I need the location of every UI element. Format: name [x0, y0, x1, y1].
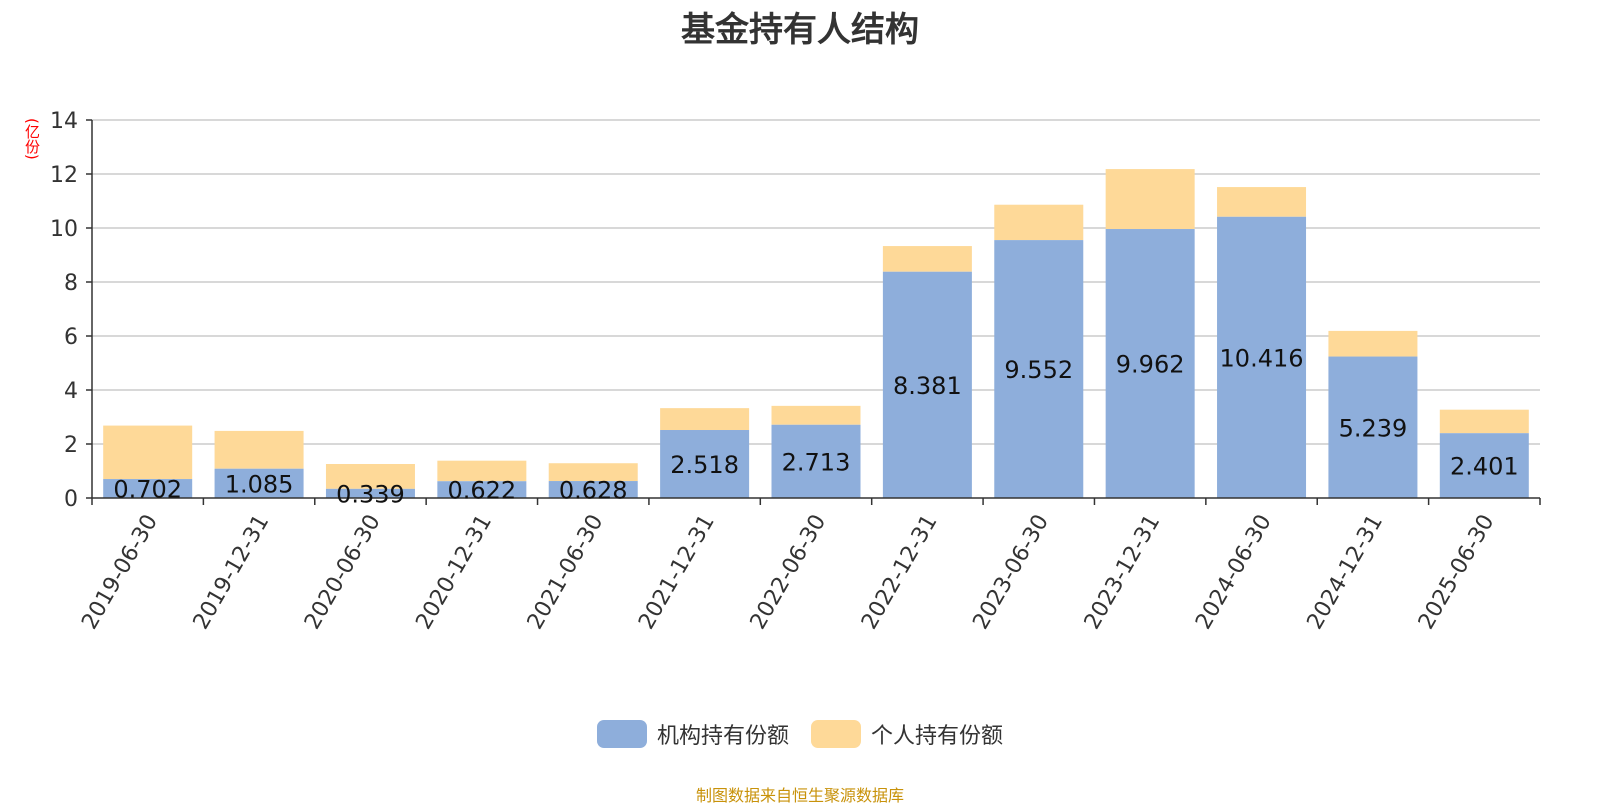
- data-label-institution: 9.962: [1116, 351, 1185, 379]
- bar-individual: [325, 464, 415, 489]
- x-tick-label: 2024-12-31: [1303, 511, 1389, 634]
- bar-institution: [1439, 433, 1529, 498]
- bar-individual: [994, 204, 1084, 241]
- bar-institution: [325, 488, 415, 498]
- y-tick-label: 6: [64, 325, 78, 350]
- y-tick-label: 10: [50, 217, 78, 242]
- legend-label-institution: 机构持有份额: [656, 724, 789, 749]
- y-tick-label: 2: [64, 433, 78, 458]
- grid-lines: [92, 119, 1540, 445]
- x-tick-label: 2020-06-30: [300, 511, 386, 634]
- data-label-institution: 5.239: [1339, 414, 1408, 442]
- bar-institution: [1105, 229, 1195, 498]
- bar-institution: [660, 430, 750, 498]
- data-label-institution: 2.401: [1450, 453, 1519, 481]
- data-label-institution: 1.085: [225, 470, 294, 498]
- data-label-institution: 0.339: [336, 480, 405, 508]
- legend-item-individual[interactable]: 个人持有份额: [811, 718, 1003, 750]
- y-tick-label: 8: [64, 271, 78, 296]
- bar-individual: [548, 463, 638, 482]
- x-tick-label: 2023-12-31: [1080, 511, 1166, 634]
- y-axis-unit-label: (亿份): [23, 118, 41, 160]
- legend-label-individual: 个人持有份额: [871, 724, 1004, 749]
- data-label-institution: 10.416: [1220, 344, 1304, 372]
- bar-individual: [103, 425, 193, 480]
- bar-individual: [1439, 409, 1529, 434]
- bar-institution: [103, 479, 193, 498]
- y-tick-label: 0: [64, 487, 78, 512]
- bar-individual: [771, 405, 861, 425]
- legend-item-institution[interactable]: 机构持有份额: [596, 718, 789, 750]
- bar-individual: [437, 460, 527, 482]
- bar-individual: [1105, 169, 1195, 230]
- bars: [103, 169, 1529, 498]
- x-tick-label: 2020-12-31: [411, 511, 497, 634]
- bar-institution: [1217, 216, 1307, 498]
- data-label-institution: 2.518: [670, 451, 739, 479]
- data-label-institution: 9.552: [1004, 356, 1073, 384]
- bar-institution: [214, 468, 304, 498]
- bar-individual: [1328, 330, 1418, 357]
- bar-institution: [1328, 356, 1418, 498]
- y-tick-label: 12: [50, 163, 78, 188]
- data-labels: 0.702 1.085 0.339 0.622 0.628 2.518 2.713 8.381…: [113, 344, 1518, 508]
- x-tick-label: 2019-12-31: [189, 511, 275, 634]
- legend-swatch-individual: [811, 720, 861, 748]
- bar-individual: [660, 408, 750, 431]
- y-tick-label: 4: [64, 379, 78, 404]
- source-note: 制图数据来自恒生聚源数据库: [695, 786, 904, 805]
- x-tick-label: 2024-06-30: [1191, 511, 1277, 634]
- x-tick-label: 2022-12-31: [857, 511, 943, 634]
- x-tick-label: 2021-12-31: [634, 511, 720, 634]
- bar-individual: [882, 246, 972, 272]
- data-label-institution: 0.622: [447, 477, 516, 505]
- data-label-institution: 8.381: [893, 372, 962, 400]
- y-tick-label: 14: [50, 109, 78, 134]
- bar-institution: [437, 481, 527, 498]
- bar-institution: [994, 240, 1084, 498]
- x-tick-label: 2022-06-30: [746, 511, 832, 634]
- x-tick-label: 2021-06-30: [523, 511, 609, 634]
- data-label-institution: 0.628: [559, 477, 628, 505]
- x-tick-label: 2019-06-30: [77, 511, 163, 634]
- legend-swatch-institution: [596, 720, 647, 748]
- axes: 0 2 4 6 8 10 12 14 2019-06-30 2019-12-31 2020-06-3…: [50, 109, 1541, 634]
- bar-institution: [882, 271, 972, 498]
- data-label-institution: 0.702: [113, 476, 182, 504]
- chart-title: 基金持有人结构: [681, 10, 919, 50]
- bar-institution: [548, 481, 638, 498]
- bar-individual: [1217, 187, 1307, 217]
- bar-individual: [214, 430, 304, 469]
- legend: 机构持有份额 个人持有份额: [0, 718, 1600, 750]
- data-label-institution: 2.713: [782, 448, 851, 476]
- x-tick-label: 2025-06-30: [1414, 511, 1500, 634]
- x-tick-label: 2023-06-30: [968, 511, 1054, 634]
- bar-institution: [771, 424, 861, 498]
